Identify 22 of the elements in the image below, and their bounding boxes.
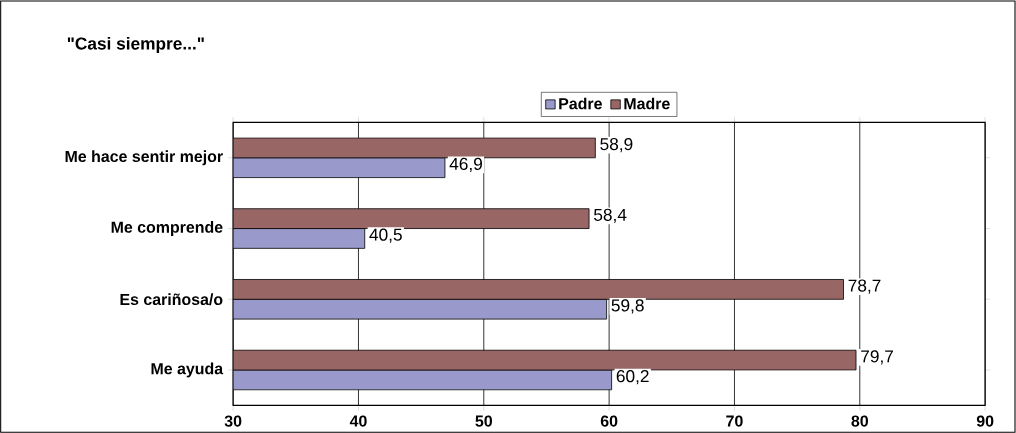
- data-label: 59,8: [611, 299, 644, 314]
- x-tick-label: 30: [224, 415, 242, 427]
- x-tick-label: 60: [600, 415, 618, 427]
- data-label: 78,7: [848, 279, 881, 294]
- x-tick-label: 70: [726, 415, 743, 427]
- chart-title: "Casi siempre...": [67, 36, 204, 54]
- x-tick-label: 80: [851, 415, 868, 427]
- y-tick-label: Me ayuda: [151, 362, 224, 378]
- legend-label: Padre: [559, 97, 602, 110]
- data-label: 58,9: [600, 137, 633, 153]
- data-label: 79,7: [861, 350, 894, 365]
- y-tick-label: Es cariñosa/o: [120, 293, 223, 306]
- x-tick-label: 50: [475, 415, 492, 427]
- x-tick-label: 90: [976, 415, 994, 427]
- legend-label: Madre: [624, 97, 670, 110]
- y-tick-label: Me hace sentir mejor: [65, 150, 223, 166]
- data-label: 58,4: [594, 208, 627, 223]
- y-tick-label: Me comprende: [111, 221, 223, 236]
- x-tick-label: 40: [349, 415, 367, 427]
- data-label: 46,9: [449, 157, 482, 173]
- data-label: 60,2: [616, 370, 649, 385]
- data-label: 40,5: [369, 228, 402, 243]
